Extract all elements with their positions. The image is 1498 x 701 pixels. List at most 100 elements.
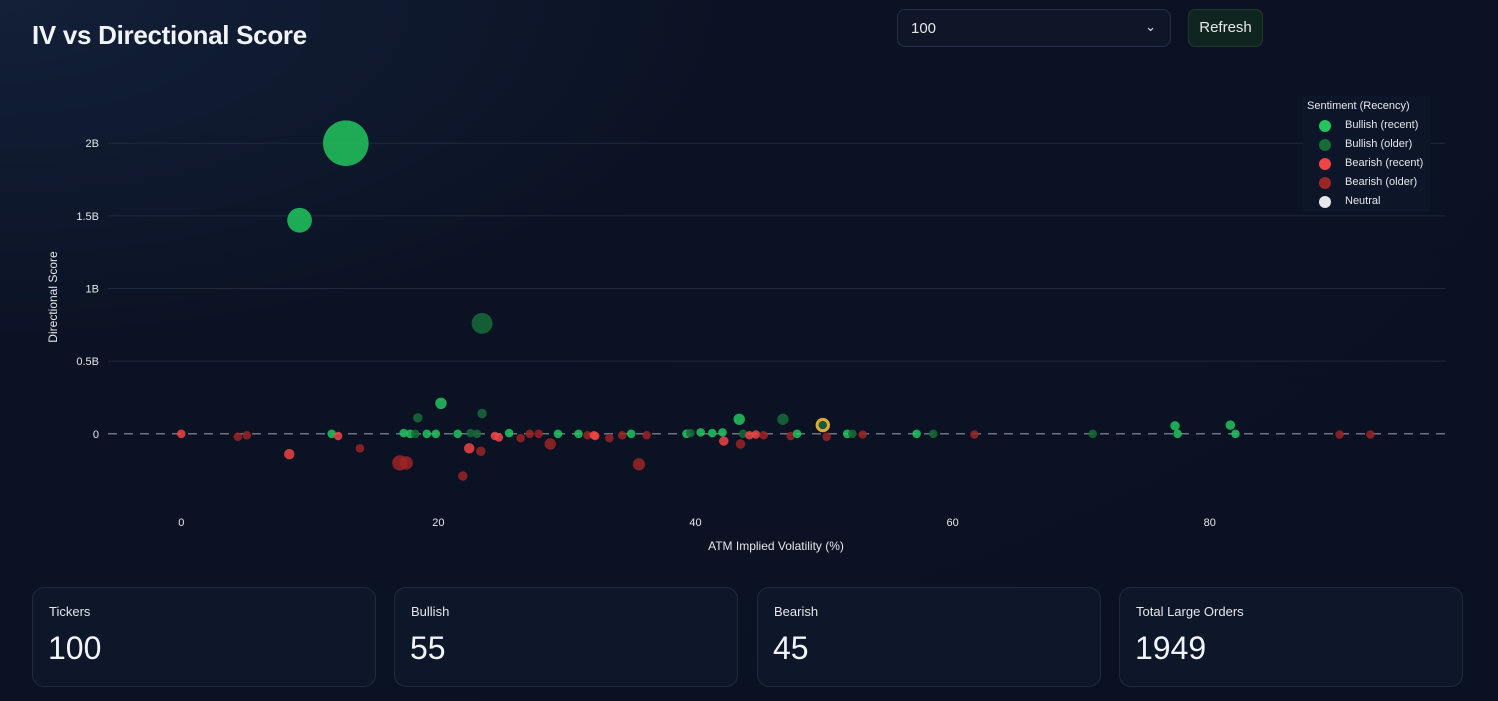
data-point-bearish-older[interactable]	[355, 444, 365, 453]
data-point-bullish-recent[interactable]	[792, 429, 802, 439]
stat-label: Bullish	[411, 604, 450, 619]
data-point-bullish-recent[interactable]	[327, 429, 336, 439]
data-point-bearish-older[interactable]	[544, 438, 556, 450]
y-tick-label: 0	[93, 429, 99, 441]
stat-label: Total Large Orders	[1136, 604, 1244, 619]
data-point-bearish-recent[interactable]	[333, 431, 343, 441]
data-point-bullish-older[interactable]	[472, 429, 482, 439]
data-point-bearish-recent[interactable]	[494, 433, 504, 442]
x-tick-label: 40	[689, 517, 701, 529]
data-point-bullish-recent[interactable]	[453, 429, 462, 439]
data-point-bearish-older[interactable]	[583, 430, 592, 440]
select-value: 100	[911, 20, 937, 37]
legend-item-bullish-recent[interactable]: Bullish (recent)	[1303, 117, 1430, 136]
data-point-bearish-recent[interactable]	[751, 430, 761, 439]
data-point-bullish-recent[interactable]	[718, 428, 727, 437]
stat-value: 55	[410, 630, 446, 666]
data-point-bullish-recent[interactable]	[912, 429, 921, 439]
data-point-bullish-recent[interactable]	[553, 429, 563, 439]
refresh-button[interactable]: Refresh	[1188, 9, 1263, 47]
data-point-bullish-recent[interactable]	[504, 428, 514, 438]
data-point-bullish-recent[interactable]	[323, 120, 369, 167]
legend-item-neutral[interactable]: Neutral	[1303, 193, 1430, 212]
data-point-bullish-older[interactable]	[929, 429, 938, 439]
data-point-bullish-recent[interactable]	[1170, 421, 1180, 431]
data-point-bearish-recent[interactable]	[590, 431, 600, 441]
legend-marker	[1319, 177, 1331, 189]
page-title: IV vs Directional Score	[32, 20, 307, 50]
stat-label: Bearish	[774, 604, 819, 619]
legend-label: Bullish (recent)	[1345, 119, 1419, 131]
data-point-bearish-older[interactable]	[458, 471, 468, 481]
data-point-bullish-older[interactable]	[848, 429, 857, 439]
chart-legend: Sentiment (Recency) Bullish (recent) Bul…	[1303, 96, 1430, 212]
stat-value: 45	[773, 630, 809, 666]
legend-label: Bullish (older)	[1345, 138, 1413, 150]
legend-item-bearish-older[interactable]: Bearish (older)	[1303, 174, 1430, 193]
data-point-bullish-older[interactable]	[413, 413, 423, 423]
data-point-bullish-recent[interactable]	[574, 429, 583, 439]
data-point-bearish-recent[interactable]	[745, 430, 754, 440]
stat-card-total-large-orders: Total Large Orders 1949	[1119, 587, 1463, 687]
data-point-bullish-recent[interactable]	[399, 428, 408, 438]
data-point-bearish-older[interactable]	[642, 430, 651, 440]
data-point-bullish-older[interactable]	[477, 408, 487, 419]
y-tick-label: 1B	[86, 284, 99, 296]
data-point-bearish-older[interactable]	[476, 446, 486, 456]
data-point-bearish-recent[interactable]	[177, 429, 186, 439]
data-point-bearish-older[interactable]	[242, 430, 252, 440]
stat-card-bearish: Bearish 45	[757, 587, 1101, 687]
data-point-bullish-recent[interactable]	[733, 413, 745, 425]
data-point-bearish-older[interactable]	[617, 430, 627, 440]
data-point-bearish-older[interactable]	[970, 430, 979, 439]
data-point-bullish-recent[interactable]	[431, 429, 441, 439]
legend-label: Bearish (older)	[1345, 176, 1418, 188]
data-point-bearish-older[interactable]	[822, 432, 831, 441]
y-tick-label: 2B	[86, 138, 99, 150]
data-point-bullish-older[interactable]	[738, 429, 748, 439]
data-point-bullish-older[interactable]	[471, 312, 493, 334]
data-point-bullish-recent[interactable]	[1231, 429, 1240, 439]
stat-label: Tickers	[49, 604, 91, 619]
legend-item-bearish-recent[interactable]: Bearish (recent)	[1303, 155, 1430, 174]
y-axis-title: Directional Score	[46, 251, 60, 343]
data-point-bearish-recent[interactable]	[284, 448, 295, 460]
data-point-bullish-older[interactable]	[777, 413, 789, 425]
data-point-bearish-recent[interactable]	[464, 443, 475, 454]
data-point-bearish-older[interactable]	[786, 431, 795, 441]
legend-item-bullish-older[interactable]: Bullish (older)	[1303, 136, 1430, 155]
data-point-bearish-older[interactable]	[605, 433, 614, 443]
data-point-bearish-older[interactable]	[759, 430, 768, 440]
data-point-bullish-older[interactable]	[466, 428, 475, 438]
data-point-bullish-recent[interactable]	[1173, 429, 1182, 439]
x-tick-label: 80	[1204, 517, 1216, 529]
data-point-bullish-older[interactable]	[815, 417, 830, 433]
data-point-bearish-older[interactable]	[233, 432, 243, 441]
chevron-down-icon: ⌄	[1145, 19, 1156, 34]
data-point-bullish-recent[interactable]	[626, 429, 636, 439]
data-point-bullish-recent[interactable]	[1225, 420, 1236, 430]
legend-marker	[1319, 120, 1331, 132]
data-point-bearish-older[interactable]	[534, 429, 543, 439]
data-point-bearish-recent[interactable]	[719, 436, 729, 446]
data-point-bullish-recent[interactable]	[287, 207, 312, 233]
data-point-bearish-older[interactable]	[399, 456, 413, 470]
data-point-bullish-older[interactable]	[686, 428, 695, 438]
data-point-bearish-older[interactable]	[516, 433, 525, 443]
ticker-limit-select[interactable]: 100 ⌄	[897, 9, 1171, 47]
data-point-bearish-older[interactable]	[525, 429, 534, 439]
data-point-bullish-recent[interactable]	[707, 428, 717, 438]
data-point-bearish-older[interactable]	[1335, 430, 1344, 439]
data-point-bullish-recent[interactable]	[696, 428, 705, 437]
data-point-bearish-older[interactable]	[858, 430, 867, 439]
data-point-bearish-older[interactable]	[735, 439, 746, 449]
data-point-bearish-older[interactable]	[632, 458, 646, 471]
data-point-bullish-older[interactable]	[1088, 429, 1098, 439]
data-point-bearish-older[interactable]	[1366, 430, 1375, 439]
stat-value: 1949	[1135, 630, 1207, 666]
data-point-bullish-recent[interactable]	[422, 429, 432, 439]
legend-label: Neutral	[1345, 195, 1381, 207]
data-point-bullish-older[interactable]	[410, 429, 420, 439]
x-axis-title: ATM Implied Volatility (%)	[708, 539, 844, 553]
data-point-bullish-recent[interactable]	[435, 397, 447, 409]
